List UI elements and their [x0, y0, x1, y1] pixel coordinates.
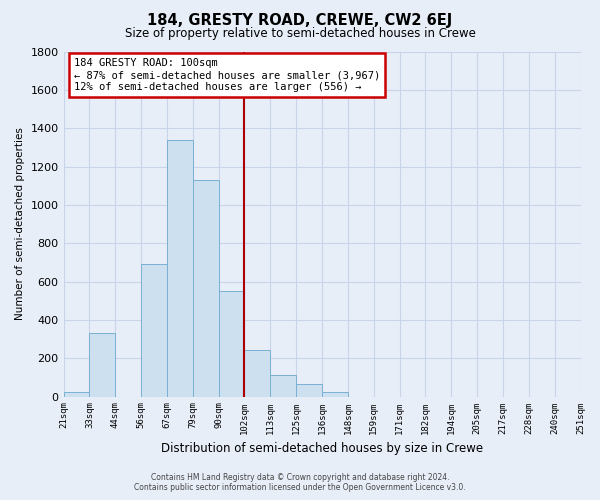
Bar: [271, 374, 296, 396]
Text: 184 GRESTY ROAD: 100sqm
← 87% of semi-detached houses are smaller (3,967)
12% of: 184 GRESTY ROAD: 100sqm ← 87% of semi-de…: [74, 58, 380, 92]
Bar: [89, 334, 115, 396]
Bar: [296, 384, 322, 396]
Bar: [322, 392, 348, 396]
Text: Size of property relative to semi-detached houses in Crewe: Size of property relative to semi-detach…: [125, 28, 475, 40]
Text: Contains HM Land Registry data © Crown copyright and database right 2024.
Contai: Contains HM Land Registry data © Crown c…: [134, 473, 466, 492]
Y-axis label: Number of semi-detached properties: Number of semi-detached properties: [15, 128, 25, 320]
Text: 184, GRESTY ROAD, CREWE, CW2 6EJ: 184, GRESTY ROAD, CREWE, CW2 6EJ: [148, 12, 452, 28]
Bar: [193, 180, 218, 396]
Bar: [218, 291, 244, 397]
X-axis label: Distribution of semi-detached houses by size in Crewe: Distribution of semi-detached houses by …: [161, 442, 483, 455]
Bar: [141, 264, 167, 396]
Bar: [167, 140, 193, 396]
Bar: [244, 350, 271, 397]
Bar: [64, 392, 89, 396]
